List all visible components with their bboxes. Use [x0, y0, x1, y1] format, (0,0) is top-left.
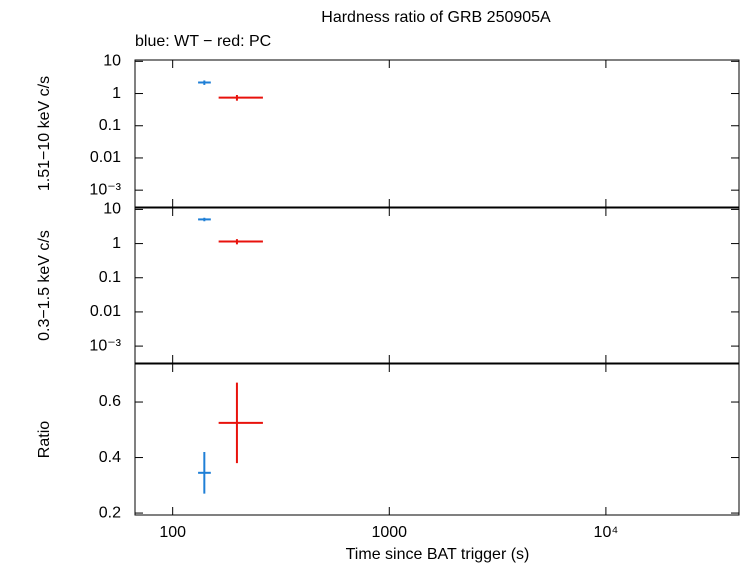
- y-tick-label: 0.01: [90, 303, 121, 320]
- chart-subtitle: blue: WT − red: PC: [135, 33, 271, 50]
- y-tick-label: 0.1: [99, 269, 121, 286]
- y-axis-label: 0.3−1.5 keV c/s: [36, 230, 53, 341]
- y-tick-label: 10⁻³: [89, 337, 121, 354]
- x-tick-label: 10⁴: [594, 524, 619, 541]
- y-tick-label: 1: [112, 235, 121, 252]
- plot-frame: [134, 59, 740, 208]
- y-tick-label: 0.1: [99, 117, 121, 134]
- y-tick-label: 1: [112, 85, 121, 102]
- y-tick-label: 0.4: [99, 449, 121, 466]
- y-tick-label: 10: [103, 201, 121, 218]
- x-tick-label: 100: [159, 524, 186, 541]
- y-tick-label: 0.01: [90, 149, 121, 166]
- plot-frame: [134, 363, 740, 516]
- y-tick-label: 10⁻³: [89, 181, 121, 198]
- y-tick-label: 0.2: [99, 504, 121, 521]
- plot-frame: [134, 207, 740, 364]
- y-tick-label: 10: [103, 53, 121, 70]
- y-axis-label: Ratio: [36, 421, 53, 458]
- y-tick-label: 0.6: [99, 393, 121, 410]
- y-axis-label: 1.51−10 keV c/s: [36, 76, 53, 191]
- x-tick-label: 1000: [371, 524, 407, 541]
- x-axis-label: Time since BAT trigger (s): [346, 546, 530, 563]
- chart-title: Hardness ratio of GRB 250905A: [321, 9, 551, 26]
